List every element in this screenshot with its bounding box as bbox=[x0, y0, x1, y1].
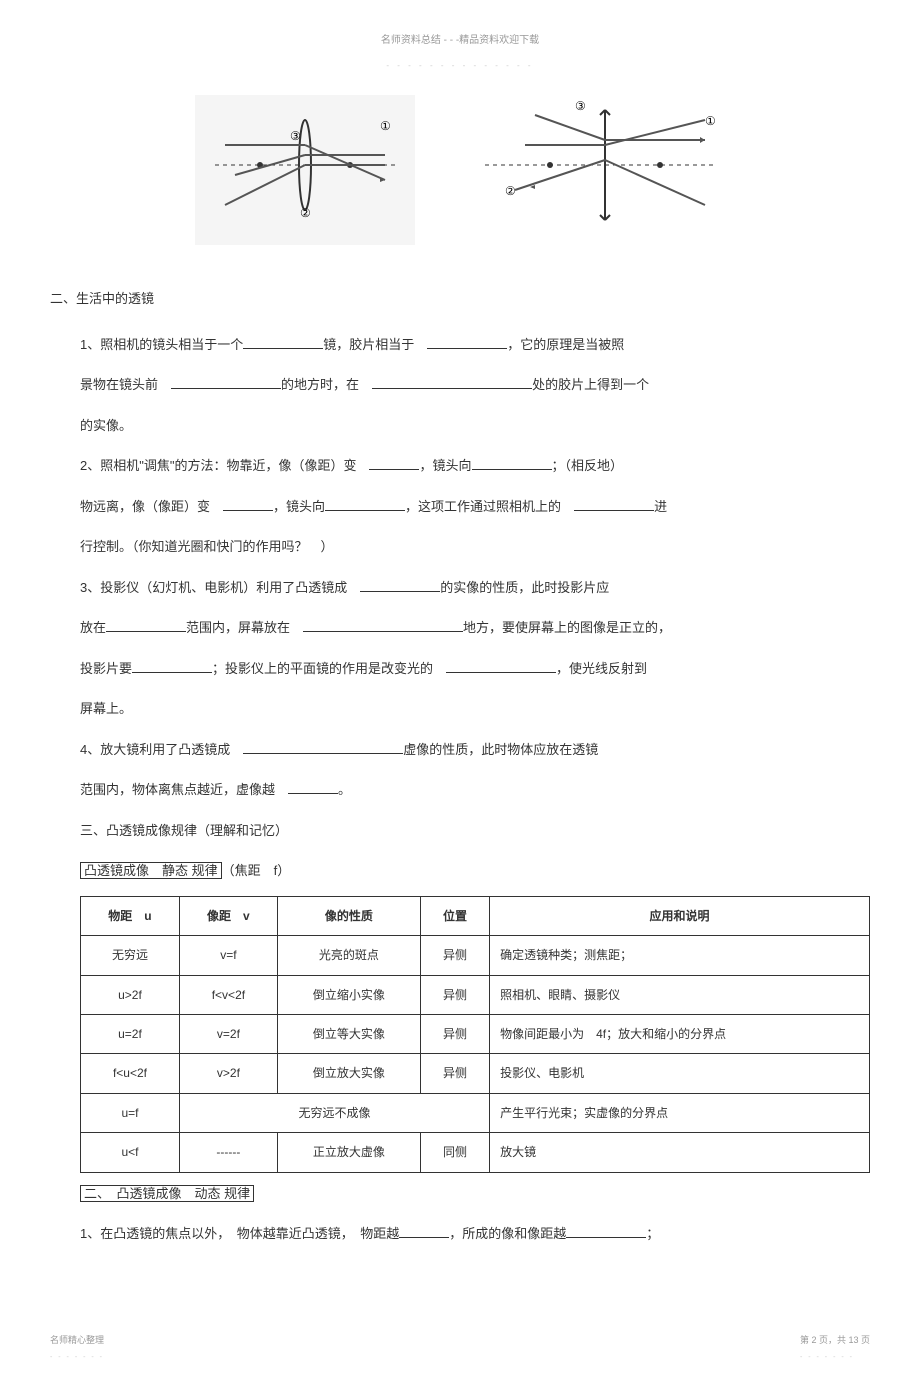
label-3: ③ bbox=[575, 99, 586, 113]
q2-line2: 物远离，像（像距）变 ，镜头向，这项工作通过照相机上的 进 bbox=[80, 491, 870, 524]
q3-line1: 3、投影仪（幻灯机、电影机）利用了凸透镜成 的实像的性质，此时投影片应 bbox=[80, 572, 870, 605]
q1-line3: 的实像。 bbox=[80, 410, 870, 443]
concave-lens-diagram: ③ ① ② bbox=[475, 95, 725, 246]
table-row: u=f 无穷远不成像 产生平行光束；实虚像的分界点 bbox=[81, 1093, 870, 1132]
label-2: ② bbox=[300, 206, 311, 220]
q3-line4: 屏幕上。 bbox=[80, 693, 870, 726]
q4-line2: 范围内，物体离焦点越近，虚像越 。 bbox=[80, 774, 870, 807]
q1-line1: 1、照相机的镜头相当于一个镜，胶片相当于 ，它的原理是当被照 bbox=[80, 329, 870, 362]
q1-line2: 景物在镜头前 的地方时，在 处的胶片上得到一个 bbox=[80, 369, 870, 402]
optics-diagrams: ① ③ ② ③ ① ② bbox=[50, 95, 870, 246]
th-position: 位置 bbox=[420, 896, 489, 935]
convex-lens-diagram: ① ③ ② bbox=[195, 95, 415, 246]
page-header-title: 名师资料总结 - - -精品资料欢迎下载 bbox=[50, 30, 870, 52]
section-2-title: 二、生活中的透镜 bbox=[50, 285, 870, 314]
footer-right: 第 2 页，共 13 页 bbox=[800, 1331, 870, 1351]
footer-dots-left: - - - - - - - bbox=[50, 1350, 104, 1365]
table-row: f<u<2f v>2f 倒立放大实像 异侧 投影仪、电影机 bbox=[81, 1054, 870, 1093]
section-3-title: 三、凸透镜成像规律（理解和记忆） bbox=[80, 815, 870, 848]
q4-line1: 4、放大镜利用了凸透镜成 虚像的性质，此时物体应放在透镜 bbox=[80, 734, 870, 767]
table-row: u<f ------ 正立放大虚像 同侧 放大镜 bbox=[81, 1133, 870, 1172]
label-1: ① bbox=[380, 119, 391, 133]
table-row: 无穷远 v=f 光亮的斑点 异侧 确定透镜种类；测焦距； bbox=[81, 936, 870, 975]
page-header-dots: - - - - - - - - - - - - - - bbox=[50, 57, 870, 75]
q3-line3: 投影片要；投影仪上的平面镜的作用是改变光的 ，使光线反射到 bbox=[80, 653, 870, 686]
th-nature: 像的性质 bbox=[277, 896, 420, 935]
label-3: ③ bbox=[290, 129, 301, 143]
dynamic-q1: 1、在凸透镜的焦点以外， 物体越靠近凸透镜， 物距越，所成的像和像距越； bbox=[80, 1218, 870, 1251]
footer-dots-right: - - - - - - - bbox=[800, 1350, 870, 1365]
table-row: u>2f f<v<2f 倒立缩小实像 异侧 照相机、眼睛、摄影仪 bbox=[81, 975, 870, 1014]
label-1: ① bbox=[705, 114, 716, 128]
rule2-label: 二、 凸透镜成像 动态 规律 bbox=[80, 1178, 870, 1211]
page-footer: 名师精心整理 - - - - - - - 第 2 页，共 13 页 - - - … bbox=[50, 1331, 870, 1366]
rule1-label: 凸透镜成像 静态 规律（焦距 f） bbox=[80, 855, 870, 888]
table-row: u=2f v=2f 倒立等大实像 异侧 物像间距最小为 4f；放大和缩小的分界点 bbox=[81, 1014, 870, 1053]
th-v: 像距 v bbox=[179, 896, 277, 935]
footer-left: 名师精心整理 bbox=[50, 1331, 104, 1351]
lens-imaging-table: 物距 u 像距 v 像的性质 位置 应用和说明 无穷远 v=f 光亮的斑点 异侧… bbox=[80, 896, 870, 1173]
table-header-row: 物距 u 像距 v 像的性质 位置 应用和说明 bbox=[81, 896, 870, 935]
q2-line3: 行控制。（你知道光圈和快门的作用吗？ ） bbox=[80, 531, 870, 564]
q3-line2: 放在范围内，屏幕放在 地方，要使屏幕上的图像是正立的， bbox=[80, 612, 870, 645]
label-2: ② bbox=[505, 184, 516, 198]
q2-line1: 2、照相机"调焦"的方法：物靠近，像（像距）变 ，镜头向；（相反地） bbox=[80, 450, 870, 483]
th-application: 应用和说明 bbox=[490, 896, 870, 935]
th-u: 物距 u bbox=[81, 896, 180, 935]
